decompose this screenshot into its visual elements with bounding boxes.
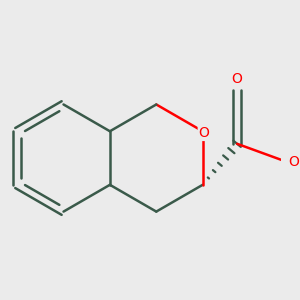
Text: O: O [198,126,209,140]
Text: O: O [288,155,299,169]
Text: O: O [232,73,242,86]
